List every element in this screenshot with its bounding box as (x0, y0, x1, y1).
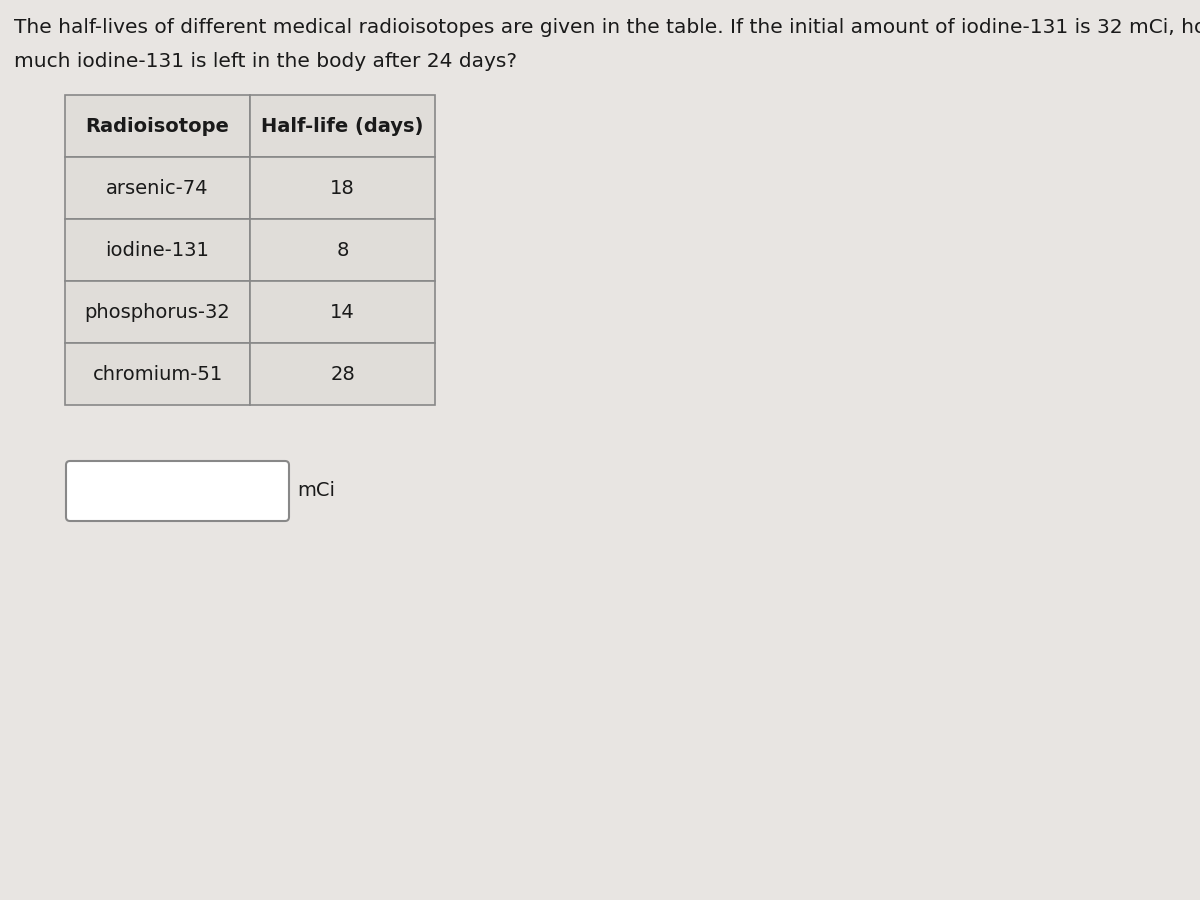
Text: iodine-131: iodine-131 (106, 240, 210, 259)
Bar (65, 343, 250, 405)
Text: phosphorus-32: phosphorus-32 (85, 302, 230, 321)
Text: chromium-51: chromium-51 (92, 364, 223, 383)
Bar (250, 157, 436, 219)
Bar (250, 95, 436, 157)
Text: 28: 28 (330, 364, 355, 383)
Bar (250, 281, 436, 343)
Bar (65, 219, 250, 281)
Bar (65, 157, 250, 219)
Text: The half-lives of different medical radioisotopes are given in the table. If the: The half-lives of different medical radi… (14, 18, 1200, 37)
Text: Half-life (days): Half-life (days) (262, 116, 424, 136)
Text: mCi: mCi (298, 482, 335, 500)
Bar (65, 95, 250, 157)
Bar (250, 343, 436, 405)
Text: arsenic-74: arsenic-74 (107, 178, 209, 197)
Bar (65, 281, 250, 343)
FancyBboxPatch shape (66, 461, 289, 521)
Text: much iodine-131 is left in the body after 24 days?: much iodine-131 is left in the body afte… (14, 52, 517, 71)
Text: 14: 14 (330, 302, 355, 321)
Text: 18: 18 (330, 178, 355, 197)
Bar (250, 219, 436, 281)
Text: Radioisotope: Radioisotope (85, 116, 229, 136)
Text: 8: 8 (336, 240, 349, 259)
